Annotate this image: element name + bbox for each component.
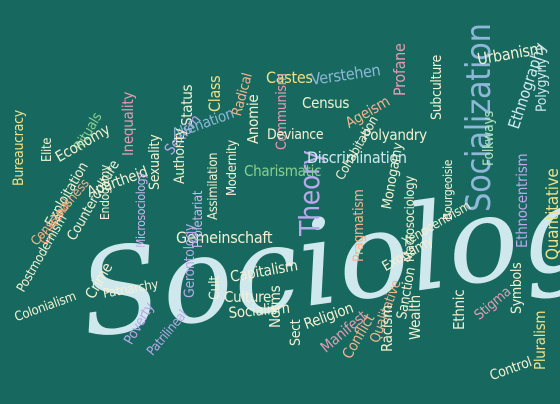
word-control: Control — [487, 354, 534, 385]
word-norms: Norms — [266, 285, 284, 328]
word-assimilation: Assimilation — [206, 152, 221, 220]
word-sexuality: Sexuality — [147, 134, 163, 190]
word-culture: Culture — [224, 288, 271, 306]
word-cult: Cult — [207, 275, 223, 300]
word-charismatic: Charismatic — [244, 162, 322, 180]
word-polyandry: Polyandry — [363, 126, 427, 144]
word-microsociology: Microsociology — [134, 172, 148, 248]
word-bureaucracy: Bureaucracy — [11, 110, 27, 186]
word-subculture: Subculture — [429, 55, 445, 120]
word-profane: Profane — [390, 43, 409, 96]
word-gemeinschaft: Gemeinschaft — [176, 228, 273, 247]
word-wealth: Wealth — [406, 295, 424, 340]
word-ethnocentrism: Ethnocentrism — [513, 153, 531, 248]
word-pragmatism: Pragmatism — [351, 189, 367, 263]
word-castes: Castes — [266, 68, 313, 87]
word-modernity: Modernity — [225, 140, 240, 196]
word-endogamy: Endogamy — [98, 164, 112, 220]
word-bourgeoisie: Bourgeoisie — [441, 159, 455, 220]
word-deviance: Deviance — [267, 127, 324, 143]
word-symbols: Symbols — [509, 262, 525, 314]
word-pluralism: Pluralism — [531, 310, 549, 370]
word-census: Census — [302, 94, 350, 112]
word-discrimination: Discrimination — [307, 148, 407, 167]
word-authority: Authority — [172, 128, 188, 184]
word-gerontology: Gerontology — [182, 223, 198, 298]
word-inequality: Inequality — [119, 91, 137, 156]
word-colonialism: Colonialism — [12, 289, 79, 326]
word-polygyny: Polygyny — [534, 57, 550, 112]
word-quantitative: Quantitative — [543, 168, 560, 260]
word-verstehen: Verstehen — [309, 60, 382, 89]
word-racism: Racism — [378, 305, 396, 352]
word-folkways: Folkways — [481, 111, 497, 166]
word-sect: Sect — [288, 319, 304, 346]
word-ethnic: Ethnic — [450, 289, 468, 330]
word-anomie: Anomie — [244, 94, 262, 144]
